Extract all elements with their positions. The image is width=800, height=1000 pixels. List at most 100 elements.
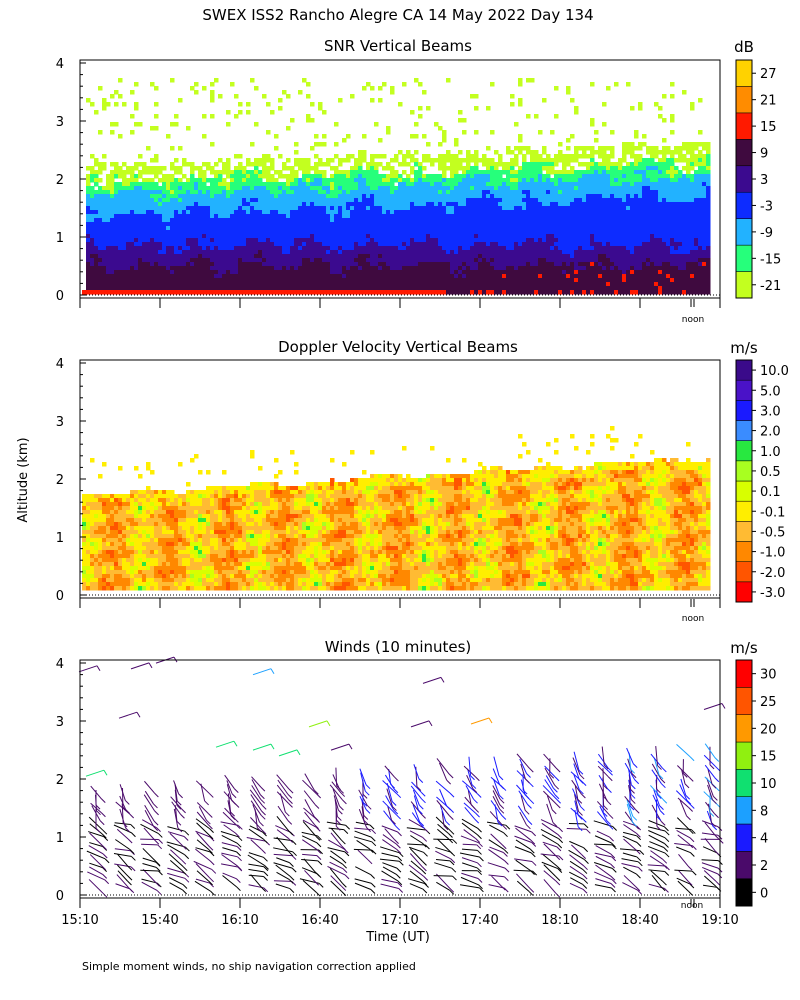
snr-cell	[238, 254, 243, 259]
snr-cell	[546, 182, 551, 187]
snr-cell	[210, 230, 215, 235]
snr-cell	[654, 202, 659, 207]
snr-cell	[614, 174, 619, 179]
snr-cell	[582, 262, 587, 267]
snr-cell	[246, 218, 251, 223]
snr-cell	[118, 170, 123, 175]
snr-cell	[574, 110, 579, 115]
snr-cell	[582, 250, 587, 255]
snr-cell	[366, 202, 371, 207]
snr-cell	[246, 278, 251, 283]
snr-cell	[238, 182, 243, 187]
snr-cell	[138, 238, 143, 243]
snr-cell	[470, 250, 475, 255]
snr-cell	[622, 222, 627, 227]
snr-cell	[366, 198, 371, 203]
snr-cell	[594, 130, 599, 135]
snr-cell	[534, 174, 539, 179]
snr-cell	[422, 178, 427, 183]
snr-cell	[134, 174, 139, 179]
snr-cell	[594, 206, 599, 211]
snr-cell	[474, 282, 479, 287]
snr-cell	[226, 186, 231, 191]
snr-cell	[642, 222, 647, 227]
snr-cell	[646, 210, 651, 215]
snr-cell	[570, 230, 575, 235]
snr-cell	[226, 234, 231, 239]
snr-cell	[206, 250, 211, 255]
snr-cell	[534, 214, 539, 219]
snr-cell	[274, 210, 279, 215]
snr-cell	[574, 238, 579, 243]
snr-cell	[262, 274, 267, 279]
snr-cell	[438, 186, 443, 191]
snr-cell	[462, 270, 467, 275]
snr-cell	[426, 142, 431, 147]
snr-cell	[154, 222, 159, 227]
snr-cell	[650, 150, 655, 155]
snr-cell	[658, 158, 663, 163]
snr-cell	[254, 250, 259, 255]
snr-cell	[530, 198, 535, 203]
snr-cell	[510, 238, 515, 243]
snr-cell	[214, 206, 219, 211]
snr-cell	[290, 254, 295, 259]
snr-cell	[494, 258, 499, 263]
snr-cell	[622, 210, 627, 215]
snr-cell	[306, 290, 311, 295]
snr-cell	[390, 282, 395, 287]
snr-cell	[378, 162, 383, 167]
snr-cell	[434, 214, 439, 219]
snr-cell	[286, 166, 291, 171]
snr-cell	[322, 270, 327, 275]
snr-cell	[554, 282, 559, 287]
snr-cell	[418, 274, 423, 279]
snr-cell	[198, 250, 203, 255]
snr-cell	[486, 106, 491, 111]
snr-cell	[362, 282, 367, 287]
snr-cell	[266, 194, 271, 199]
snr-cell	[162, 282, 167, 287]
snr-cell	[550, 182, 555, 187]
snr-cell	[94, 238, 99, 243]
snr-cell	[146, 202, 151, 207]
snr-cell	[338, 218, 343, 223]
snr-cell	[166, 238, 171, 243]
snr-cell	[414, 186, 419, 191]
snr-cell	[614, 250, 619, 255]
snr-cell	[630, 286, 635, 291]
snr-cell	[574, 210, 579, 215]
snr-cell	[418, 242, 423, 247]
snr-cell	[442, 174, 447, 179]
snr-cell	[526, 218, 531, 223]
snr-cell	[190, 262, 195, 267]
snr-cell	[370, 262, 375, 267]
snr-cell	[122, 174, 127, 179]
snr-cell	[190, 198, 195, 203]
snr-cell	[342, 254, 347, 259]
snr-cell	[518, 202, 523, 207]
snr-cell	[142, 246, 147, 251]
snr-cell	[550, 206, 555, 211]
snr-cell	[150, 262, 155, 267]
snr-cell	[382, 82, 387, 87]
snr-cell	[174, 270, 179, 275]
snr-cell	[650, 202, 655, 207]
snr-cell	[402, 230, 407, 235]
snr-cell	[262, 170, 267, 175]
snr-cell	[582, 226, 587, 231]
snr-cell	[234, 266, 239, 271]
snr-cell	[462, 170, 467, 175]
snr-cell	[494, 290, 499, 295]
snr-cell	[166, 290, 171, 295]
snr-cell	[646, 226, 651, 231]
snr-cell	[346, 190, 351, 195]
snr-cell	[478, 242, 483, 247]
snr-cell	[290, 242, 295, 247]
snr-cell	[298, 210, 303, 215]
snr-cell	[450, 234, 455, 239]
snr-cell	[574, 290, 579, 295]
snr-cell	[186, 178, 191, 183]
snr-cell	[578, 242, 583, 247]
snr-cell	[486, 166, 491, 171]
